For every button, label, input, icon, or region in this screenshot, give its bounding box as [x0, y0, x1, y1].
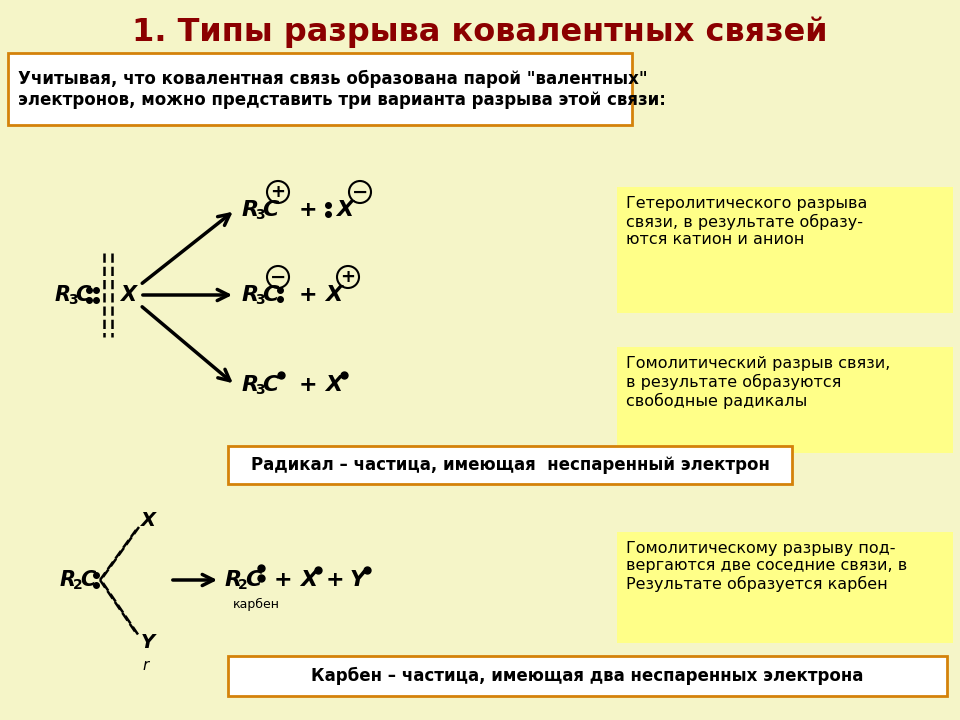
Text: C: C — [245, 570, 261, 590]
Text: 3: 3 — [255, 293, 265, 307]
Text: Гомолитический разрыв связи,
в результате образуются
свободные радикалы: Гомолитический разрыв связи, в результат… — [626, 356, 890, 408]
Text: Гетеролитического разрыва
связи, в результате образу-
ются катион и анион: Гетеролитического разрыва связи, в резул… — [626, 196, 868, 247]
Text: Y: Y — [141, 634, 156, 652]
Text: X: X — [325, 375, 342, 395]
Text: 2: 2 — [73, 578, 83, 592]
Text: −: − — [351, 182, 369, 202]
Text: R: R — [242, 285, 259, 305]
Text: C: C — [262, 285, 278, 305]
FancyBboxPatch shape — [617, 532, 953, 643]
Text: 3: 3 — [68, 293, 78, 307]
Text: Гомолитическому разрыву под-
вергаются две соседние связи, в
Результате образует: Гомолитическому разрыву под- вергаются д… — [626, 541, 907, 592]
Text: X: X — [300, 570, 317, 590]
Text: +: + — [341, 268, 355, 286]
Text: Y: Y — [350, 570, 366, 590]
Text: Радикал – частица, имеющая  неспаренный электрон: Радикал – частица, имеющая неспаренный э… — [251, 456, 769, 474]
Text: C: C — [262, 200, 278, 220]
Text: X: X — [325, 285, 342, 305]
Text: X: X — [336, 200, 353, 220]
Text: 1. Типы разрыва ковалентных связей: 1. Типы разрыва ковалентных связей — [132, 17, 828, 48]
Text: R: R — [242, 375, 259, 395]
Text: 3: 3 — [255, 383, 265, 397]
FancyBboxPatch shape — [228, 656, 947, 696]
Text: R: R — [225, 570, 242, 590]
FancyBboxPatch shape — [617, 347, 953, 453]
Text: +: + — [299, 285, 318, 305]
Text: r: r — [142, 657, 148, 672]
Text: 3: 3 — [255, 208, 265, 222]
Text: C: C — [75, 285, 90, 305]
FancyBboxPatch shape — [8, 53, 632, 125]
Text: Карбен – частица, имеющая два неспаренных электрона: Карбен – частица, имеющая два неспаренны… — [311, 667, 863, 685]
Text: R: R — [60, 570, 76, 590]
Text: X: X — [141, 510, 156, 529]
Text: R: R — [55, 285, 71, 305]
Text: карбен: карбен — [233, 598, 280, 611]
Text: +: + — [271, 183, 285, 201]
Text: +: + — [299, 375, 318, 395]
Text: 2: 2 — [238, 578, 248, 592]
Text: −: − — [270, 268, 286, 287]
Text: X: X — [120, 285, 136, 305]
Text: C: C — [80, 570, 95, 590]
Text: R: R — [242, 200, 259, 220]
Text: C: C — [262, 375, 278, 395]
Text: Учитывая, что ковалентная связь образована парой "валентных"
электронов, можно п: Учитывая, что ковалентная связь образова… — [18, 70, 666, 109]
FancyBboxPatch shape — [617, 187, 953, 313]
Text: +: + — [325, 570, 345, 590]
FancyBboxPatch shape — [228, 446, 792, 484]
Text: +: + — [299, 200, 318, 220]
Text: +: + — [274, 570, 292, 590]
